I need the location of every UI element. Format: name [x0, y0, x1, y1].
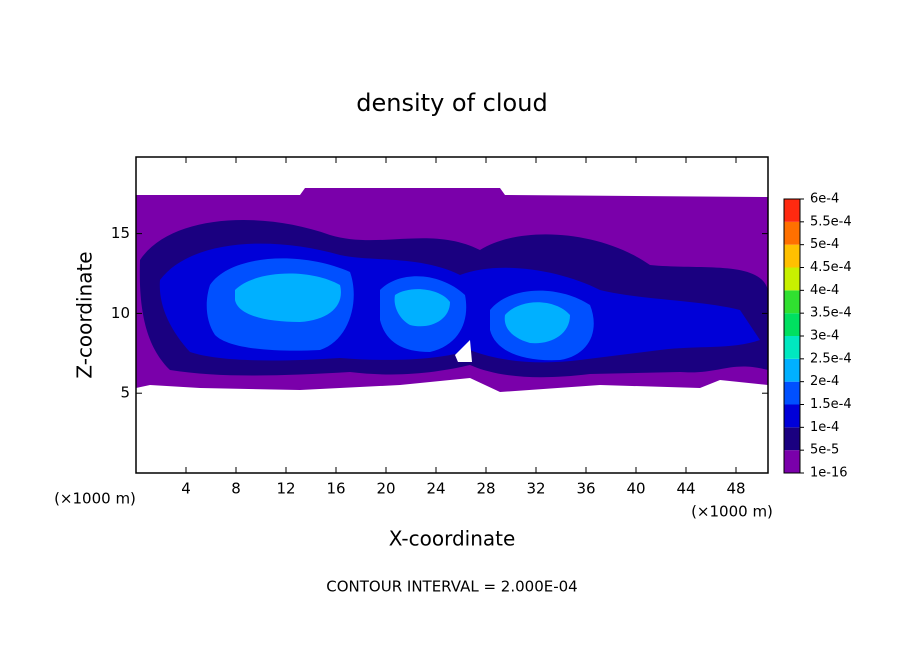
colorbar-label: 5e-4 — [810, 237, 839, 252]
x-tick-label: 48 — [726, 480, 745, 498]
x-tick-label: 44 — [676, 480, 695, 498]
colorbar-label: 5e-5 — [810, 443, 839, 458]
colorbar-label: 3e-4 — [810, 329, 839, 344]
colorbar-swatch — [784, 427, 800, 451]
colorbar-swatch — [784, 336, 800, 359]
x-tick-label: 24 — [426, 480, 445, 498]
contour-fill — [235, 273, 570, 344]
contour-field — [136, 188, 769, 392]
colorbar-swatch — [784, 404, 800, 428]
x-tick-label: 32 — [526, 480, 545, 498]
colorbar-swatch — [784, 221, 800, 245]
x-axis-title: X-coordinate — [389, 527, 516, 551]
x-tick-label: 16 — [326, 480, 345, 498]
x-unit-label: (×1000 m) — [691, 503, 773, 521]
y-tick-label: 5 — [120, 384, 130, 402]
x-tick-label: 4 — [181, 480, 191, 498]
x-tick-label: 36 — [576, 480, 595, 498]
colorbar-label: 1.5e-4 — [810, 397, 852, 412]
colorbar-swatch — [784, 450, 800, 473]
x-tick-label: 8 — [231, 480, 241, 498]
colorbar-swatch — [784, 199, 800, 222]
colorbar-label: 4.5e-4 — [810, 260, 852, 275]
contour-gap — [455, 340, 472, 362]
y-tick-label: 15 — [111, 224, 130, 242]
colorbar-swatch — [784, 244, 800, 268]
x-tick-label: 12 — [276, 480, 295, 498]
y-tick-label: 10 — [111, 304, 130, 322]
x-tick-label: 40 — [626, 480, 645, 498]
y-axis-title: Z-coordinate — [73, 251, 97, 378]
footnote: CONTOUR INTERVAL = 2.000E-04 — [326, 578, 577, 596]
colorbar-label: 5.5e-4 — [810, 214, 852, 229]
x-tick-label: 20 — [376, 480, 395, 498]
colorbar-swatch — [784, 313, 800, 336]
colorbar-swatch — [784, 290, 800, 314]
colorbar-label: 1e-16 — [810, 466, 848, 481]
x-tick-label: 28 — [476, 480, 495, 498]
colorbar-label: 2e-4 — [810, 374, 839, 389]
colorbar-label: 3.5e-4 — [810, 306, 852, 321]
colorbar-label: 6e-4 — [810, 192, 839, 207]
colorbar-label: 2.5e-4 — [810, 351, 852, 366]
colorbar-label: 4e-4 — [810, 283, 839, 298]
colorbar-swatch — [784, 267, 800, 291]
colorbar-frame — [783, 198, 801, 474]
x-unit-label: (×1000 m) — [54, 490, 136, 508]
colorbar-label: 1e-4 — [810, 420, 839, 435]
colorbar-swatch — [784, 358, 800, 382]
plot-frame — [135, 156, 769, 474]
colorbar-swatch — [784, 381, 800, 405]
chart-title: density of cloud — [356, 89, 547, 117]
